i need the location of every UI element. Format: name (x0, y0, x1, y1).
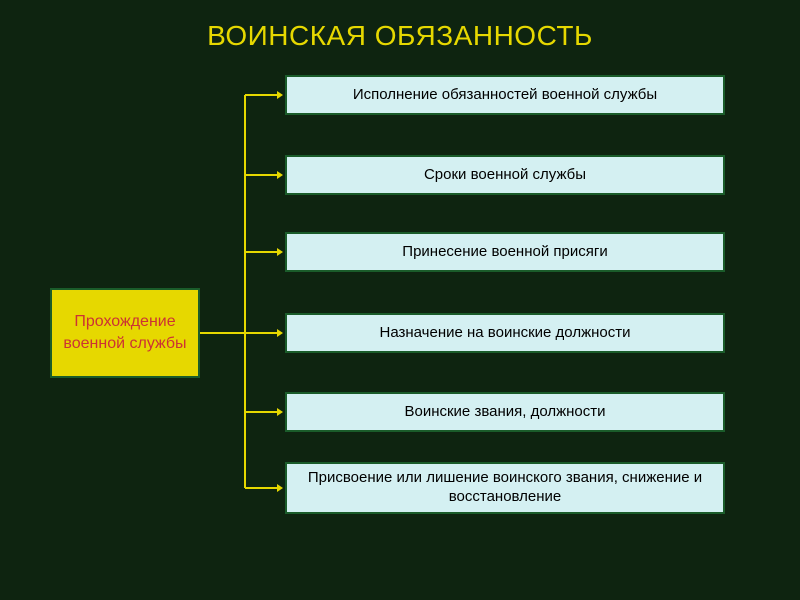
item-node: Назначение на воинские должности (285, 313, 725, 353)
item-label: Исполнение обязанностей военной службы (353, 86, 657, 105)
diagram-title: ВОИНСКАЯ ОБЯЗАННОСТЬ (0, 20, 800, 52)
item-label: Назначение на воинские должности (380, 324, 631, 343)
item-node: Сроки военной службы (285, 155, 725, 195)
item-label: Сроки военной службы (424, 166, 586, 185)
item-label: Принесение военной присяги (402, 243, 607, 262)
item-node: Принесение военной присяги (285, 232, 725, 272)
source-node: Прохождение военной службы (50, 288, 200, 378)
source-label: Прохождение военной службы (58, 311, 192, 356)
item-node: Присвоение или лишение воинского звания,… (285, 462, 725, 514)
item-node: Исполнение обязанностей военной службы (285, 75, 725, 115)
item-node: Воинские звания, должности (285, 392, 725, 432)
item-label: Присвоение или лишение воинского звания,… (297, 469, 713, 507)
item-label: Воинские звания, должности (404, 403, 605, 422)
diagram-root: ВОИНСКАЯ ОБЯЗАННОСТЬ Прохождение военной… (0, 0, 800, 600)
